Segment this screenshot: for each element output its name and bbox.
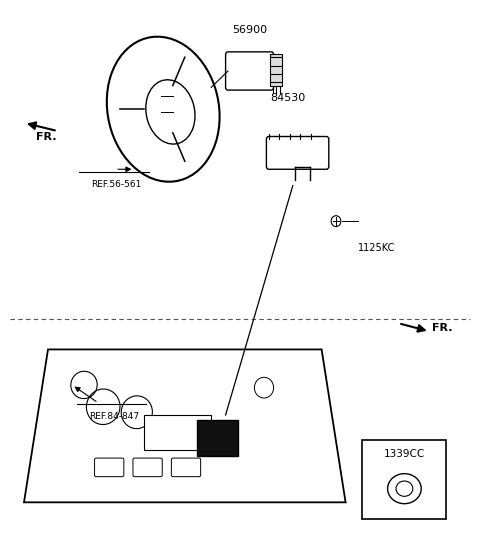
Text: REF.84-847: REF.84-847 xyxy=(89,412,139,421)
FancyBboxPatch shape xyxy=(95,458,124,477)
Text: 84530: 84530 xyxy=(270,93,306,103)
FancyBboxPatch shape xyxy=(144,415,211,450)
FancyBboxPatch shape xyxy=(266,136,329,169)
Text: 56900: 56900 xyxy=(232,25,267,35)
Text: 1125KC: 1125KC xyxy=(358,244,395,253)
FancyBboxPatch shape xyxy=(171,458,201,477)
Text: REF.56-561: REF.56-561 xyxy=(91,180,142,189)
FancyBboxPatch shape xyxy=(133,458,162,477)
FancyBboxPatch shape xyxy=(197,420,238,456)
FancyBboxPatch shape xyxy=(362,440,446,519)
Text: FR.: FR. xyxy=(432,323,453,333)
Text: 1339CC: 1339CC xyxy=(384,449,425,459)
Text: FR.: FR. xyxy=(36,132,57,142)
FancyBboxPatch shape xyxy=(270,54,282,86)
FancyBboxPatch shape xyxy=(226,52,274,90)
